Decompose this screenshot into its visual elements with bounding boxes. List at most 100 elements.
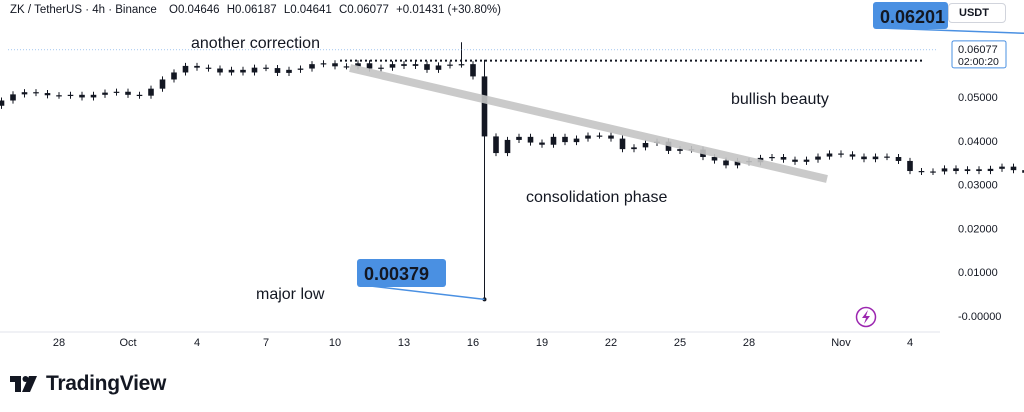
candle	[182, 62, 189, 76]
candle-body	[424, 64, 430, 70]
candle	[792, 156, 798, 165]
candle-body	[205, 67, 212, 69]
tradingview-logo-icon	[10, 376, 37, 392]
candle	[884, 153, 890, 161]
label-another-correction: another correction	[191, 35, 320, 52]
candle-body	[619, 138, 626, 150]
candle	[631, 144, 637, 153]
candle	[67, 91, 74, 99]
y-tick-label: -0.00000	[958, 311, 1001, 323]
time-axis: 28 Oct 4 7 10 13 16 19 22 25 28 Nov 4	[53, 337, 913, 349]
candle	[861, 153, 867, 163]
candle-body	[251, 67, 258, 73]
price-axis: 0.05000 0.04000 0.03000 0.02000 0.01000 -0.00…	[951, 40, 1007, 323]
x-tick-label: 22	[605, 337, 617, 349]
candle	[424, 61, 430, 73]
candle	[815, 153, 821, 163]
candle-body	[217, 68, 223, 73]
candle-body	[539, 142, 545, 145]
candle-body	[148, 88, 154, 96]
price-label-value: 0.06077	[958, 44, 998, 56]
x-tick-label: 7	[263, 337, 269, 349]
candle	[79, 91, 85, 101]
candle-body	[516, 136, 522, 140]
candle	[964, 166, 971, 175]
candle	[849, 151, 856, 160]
x-tick-label: Oct	[119, 337, 136, 349]
candle-body	[631, 147, 637, 150]
lightning-icon[interactable]	[855, 306, 877, 328]
candle-body	[171, 72, 177, 80]
candle-body	[320, 63, 327, 65]
high-callout-pointer	[877, 27, 1024, 34]
overlay-layer: 0.06201 0.00379 another correction major lo…	[0, 2, 1024, 333]
candle	[33, 89, 39, 97]
candle-body	[366, 63, 373, 69]
candle	[447, 61, 453, 69]
candle-body	[401, 64, 407, 66]
candle	[320, 60, 327, 68]
candle	[953, 165, 959, 175]
candle	[378, 64, 384, 72]
candle-body	[608, 135, 614, 139]
candle-body	[67, 94, 74, 97]
candle-body	[504, 139, 511, 154]
candle-body	[136, 94, 143, 97]
candle-body	[884, 156, 890, 158]
tradingview-brand: TradingView	[10, 372, 166, 396]
candle	[194, 62, 200, 71]
candle-body	[573, 138, 580, 143]
candle	[10, 91, 16, 104]
candle	[389, 61, 396, 71]
y-tick-label: 0.04000	[958, 136, 998, 148]
symbol-label[interactable]: ZK / TetherUS · 4h · Binance	[10, 4, 157, 16]
close-value: C0.06077	[338, 4, 389, 16]
candle	[332, 60, 338, 70]
candle	[148, 85, 154, 99]
candle-body	[240, 69, 246, 73]
x-tick-label: 25	[674, 337, 686, 349]
candle-body	[102, 92, 108, 95]
candle	[999, 163, 1005, 172]
lightning-icon-bolt	[862, 310, 870, 324]
candle	[976, 166, 982, 175]
high-callout-box	[873, 2, 948, 29]
candle	[608, 132, 614, 142]
descending-trend-line[interactable]	[349, 64, 828, 183]
brand-name: TradingView	[46, 372, 167, 395]
candle-body	[309, 64, 315, 69]
candle-body	[1022, 170, 1024, 173]
candle-body	[447, 64, 453, 66]
candle-body	[125, 91, 131, 95]
candle	[918, 167, 925, 175]
candle-body	[872, 156, 879, 160]
candle-body	[527, 136, 534, 143]
candle-body	[470, 64, 476, 77]
candle	[930, 168, 936, 175]
candle-body	[849, 154, 856, 157]
candle	[826, 150, 833, 160]
currency-button[interactable]: USDT	[948, 3, 1006, 23]
candle-body	[665, 141, 672, 151]
candle	[504, 136, 511, 157]
candle	[159, 76, 166, 92]
candle	[56, 92, 62, 99]
candle-body	[56, 95, 62, 97]
candle-body	[378, 67, 384, 69]
candle	[102, 89, 108, 98]
candle	[401, 61, 407, 69]
candle-body	[113, 91, 120, 93]
low-value: L0.04641	[283, 4, 332, 16]
label-major-low: major low	[256, 286, 325, 303]
candle	[573, 135, 580, 146]
candle	[297, 65, 304, 73]
candle-body	[0, 100, 5, 106]
candle-body	[10, 94, 16, 101]
candle-body	[907, 160, 913, 172]
candle-body	[182, 65, 189, 73]
candle-body	[941, 168, 948, 172]
candle	[1022, 170, 1024, 173]
high-callout-value: 0.06201	[880, 7, 945, 27]
candle-body	[297, 68, 304, 70]
